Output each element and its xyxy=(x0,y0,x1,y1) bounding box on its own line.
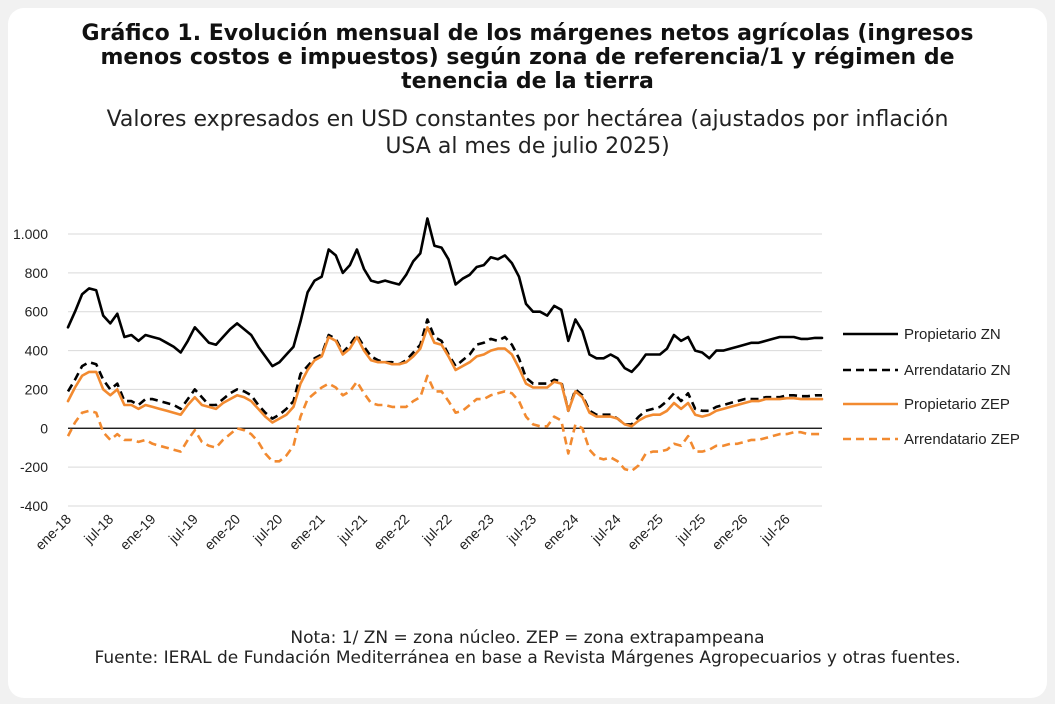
series-line-3 xyxy=(66,325,824,428)
x-tick-label: jul-22 xyxy=(418,511,454,547)
legend-label-1: Propietario ZN xyxy=(904,326,1001,343)
source-text: Fuente: IERAL de Fundación Mediterránea … xyxy=(94,648,961,668)
x-tick-label: ene-26 xyxy=(708,511,750,553)
series-line-2 xyxy=(66,318,822,426)
y-tick-label: 800 xyxy=(25,265,49,281)
chart-title: Gráfico 1. Evolución mensual de los márg… xyxy=(0,22,1055,94)
x-tick-label: jul-24 xyxy=(588,511,624,547)
x-tick-label: ene-22 xyxy=(370,511,412,553)
subtitle-line-2: USA al mes de julio 2025) xyxy=(385,134,670,159)
series-line-4 xyxy=(66,374,822,473)
subtitle-line-1: Valores expresados en USD constantes por… xyxy=(106,107,949,132)
legend-label-2: Arrendatario ZN xyxy=(904,362,1011,379)
x-tick-label: jul-21 xyxy=(334,511,370,547)
title-line-3: tenencia de la tierra xyxy=(401,69,654,94)
title-line-2: menos costos e impuestos) según zona de … xyxy=(100,45,955,70)
x-tick-label: jul-26 xyxy=(757,511,793,547)
chart-footnote: Nota: 1/ ZN = zona núcleo. ZEP = zona ex… xyxy=(0,628,1055,668)
y-tick-label: 600 xyxy=(25,304,49,320)
x-tick-label: ene-25 xyxy=(624,511,666,553)
legend-label-4: Arrendatario ZEP xyxy=(904,431,1020,448)
title-line-1: Gráfico 1. Evolución mensual de los márg… xyxy=(81,21,974,46)
y-tick-label: 400 xyxy=(25,343,49,359)
x-tick-label: jul-25 xyxy=(672,511,708,547)
y-tick-label: -200 xyxy=(20,459,48,475)
x-tick-label: jul-19 xyxy=(165,511,201,547)
x-tick-label: ene-24 xyxy=(539,511,581,553)
y-tick-label: 1.000 xyxy=(13,226,48,242)
y-tick-label: 0 xyxy=(40,420,48,436)
x-tick-label: ene-20 xyxy=(201,511,243,553)
series-line-1 xyxy=(66,217,824,374)
note-text: Nota: 1/ ZN = zona núcleo. ZEP = zona ex… xyxy=(290,628,765,648)
y-tick-label: -400 xyxy=(20,498,48,514)
chart-subtitle: Valores expresados en USD constantes por… xyxy=(0,106,1055,160)
legend-label-3: Propietario ZEP xyxy=(904,396,1010,413)
x-tick-label: jul-18 xyxy=(80,511,116,547)
x-tick-label: jul-20 xyxy=(249,511,285,547)
x-tick-label: ene-23 xyxy=(455,511,497,553)
x-tick-label: ene-19 xyxy=(117,511,159,553)
x-tick-label: ene-18 xyxy=(32,511,74,553)
x-tick-label: ene-21 xyxy=(286,511,328,553)
x-tick-label: jul-23 xyxy=(503,511,539,547)
y-tick-label: 200 xyxy=(25,381,49,397)
